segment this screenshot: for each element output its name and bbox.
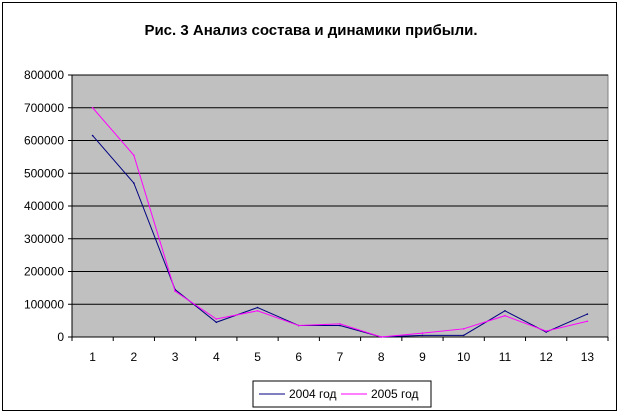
data-point xyxy=(133,154,135,157)
data-point xyxy=(174,290,176,292)
chart-frame: Рис. 3 Анализ состава и динамики прибыли… xyxy=(2,2,617,411)
data-point xyxy=(215,318,218,320)
chart-svg: Рис. 3 Анализ состава и динамики прибыли… xyxy=(24,22,609,408)
data-point xyxy=(421,334,424,337)
series-layer xyxy=(91,106,589,338)
x-tick-label: 12 xyxy=(539,350,553,364)
legend-label: 2004 год xyxy=(289,387,337,401)
data-point xyxy=(339,323,341,325)
y-tick-label: 300000 xyxy=(24,232,64,246)
x-tick-label: 5 xyxy=(254,350,261,364)
legend-label: 2005 год xyxy=(371,387,419,401)
y-tick-label: 400000 xyxy=(24,199,64,213)
x-tick-label: 7 xyxy=(337,350,344,364)
data-point xyxy=(380,336,383,338)
x-tick-label: 8 xyxy=(378,350,385,364)
x-tick-label: 10 xyxy=(457,350,471,364)
chart-title: Рис. 3 Анализ состава и динамики прибыли… xyxy=(144,22,477,39)
data-point xyxy=(586,313,589,315)
x-tick-label: 1 xyxy=(89,350,96,364)
y-tick-label: 0 xyxy=(57,330,64,344)
y-tick-label: 700000 xyxy=(24,101,64,115)
x-tick-label: 6 xyxy=(295,350,302,364)
x-tick-label: 3 xyxy=(172,350,179,364)
x-axis: 1 2 3 4 5 6 7 8 9 10 11 12 13 xyxy=(71,336,609,364)
y-tick-label: 800000 xyxy=(24,68,64,82)
data-point xyxy=(586,320,589,323)
legend: 2004 год 2005 год xyxy=(252,380,432,408)
data-point xyxy=(256,310,259,312)
data-point xyxy=(91,134,94,137)
x-tick-label: 2 xyxy=(131,350,138,364)
data-point xyxy=(462,334,465,337)
y-tick-label: 600000 xyxy=(24,134,64,148)
data-point xyxy=(545,330,547,332)
x-tick-label: 4 xyxy=(213,350,220,364)
data-point xyxy=(215,321,218,324)
data-point xyxy=(504,314,506,317)
data-point xyxy=(504,310,506,312)
data-point xyxy=(339,324,341,327)
x-tick-label: 9 xyxy=(419,350,426,364)
x-tick-label: 13 xyxy=(581,350,595,364)
y-tick-label: 200000 xyxy=(24,265,64,279)
data-point xyxy=(297,324,300,327)
data-point xyxy=(256,306,259,309)
y-tick-label: 100000 xyxy=(24,297,64,311)
data-point xyxy=(421,332,424,334)
data-point xyxy=(91,106,94,109)
y-tick-label: 500000 xyxy=(24,166,64,180)
data-point xyxy=(462,328,465,330)
y-axis: 0 100000 200000 300000 400000 500000 600000 700… xyxy=(24,68,73,344)
x-tick-label: 11 xyxy=(499,350,512,364)
data-point xyxy=(133,182,135,184)
